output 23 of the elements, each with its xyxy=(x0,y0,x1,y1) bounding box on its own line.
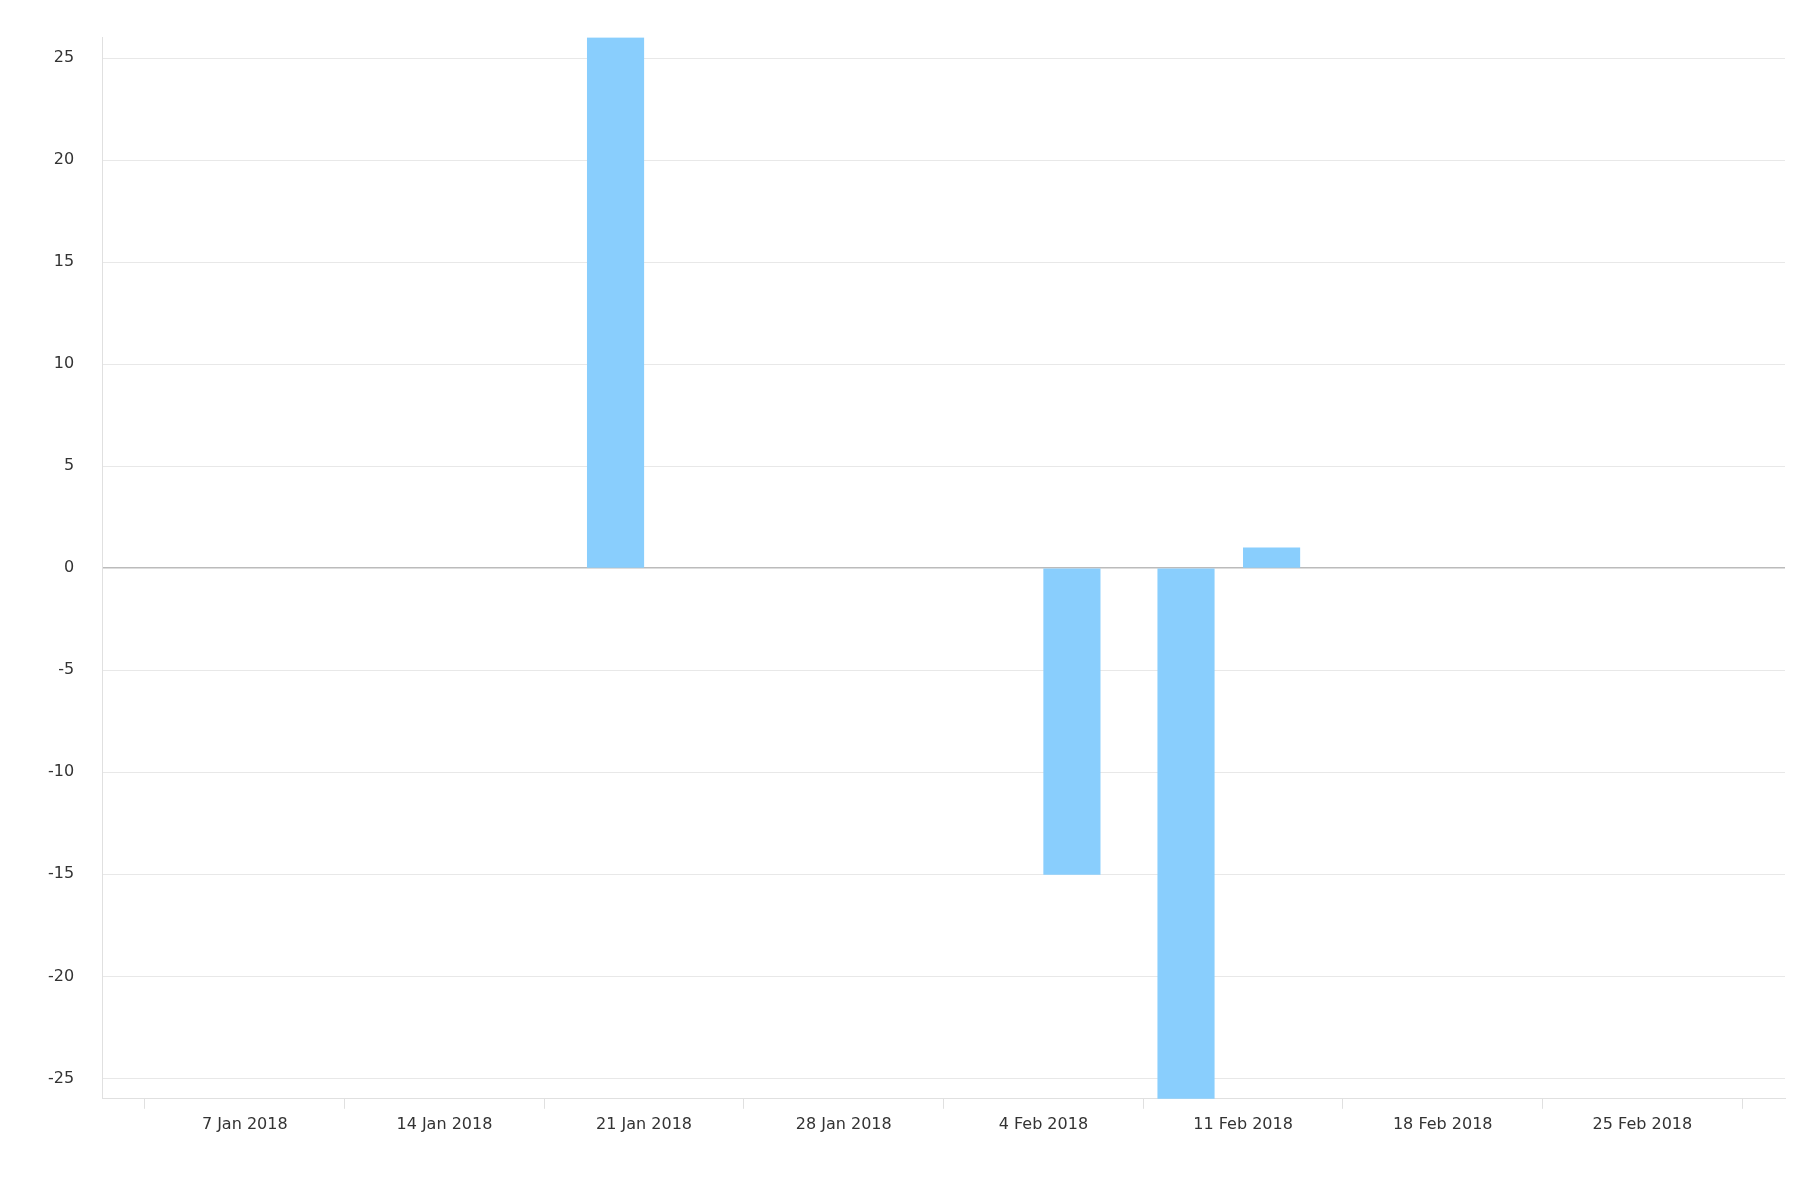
x-tick-label: 7 Jan 2018 xyxy=(201,1113,288,1133)
y-tick-label: 15 xyxy=(53,251,75,271)
y-tick-label: -15 xyxy=(47,863,75,883)
y-tick-label: 25 xyxy=(53,47,75,67)
x-tick-label: 11 Feb 2018 xyxy=(1193,1113,1293,1133)
x-tick-label: 25 Feb 2018 xyxy=(1592,1113,1693,1133)
y-tick-label: -20 xyxy=(47,965,75,985)
y-tick-label: 10 xyxy=(53,353,75,373)
x-tick-label: 28 Jan 2018 xyxy=(795,1113,892,1133)
bar xyxy=(1157,568,1215,1099)
y-tick-label: 5 xyxy=(63,455,75,475)
y-tick-label: 20 xyxy=(53,149,75,169)
bar xyxy=(1243,547,1301,568)
x-tick-label: 14 Jan 2018 xyxy=(396,1113,493,1133)
x-tick-label: 21 Jan 2018 xyxy=(596,1113,693,1133)
y-tick-label: -25 xyxy=(47,1067,75,1087)
bar xyxy=(1043,568,1101,875)
y-tick-label: -10 xyxy=(47,761,75,781)
x-tick-label: 4 Feb 2018 xyxy=(998,1113,1089,1133)
bar xyxy=(586,37,645,568)
x-tick-label: 18 Feb 2018 xyxy=(1392,1113,1493,1133)
y-tick-label: 0 xyxy=(63,557,75,577)
y-tick-label: -5 xyxy=(58,659,75,679)
